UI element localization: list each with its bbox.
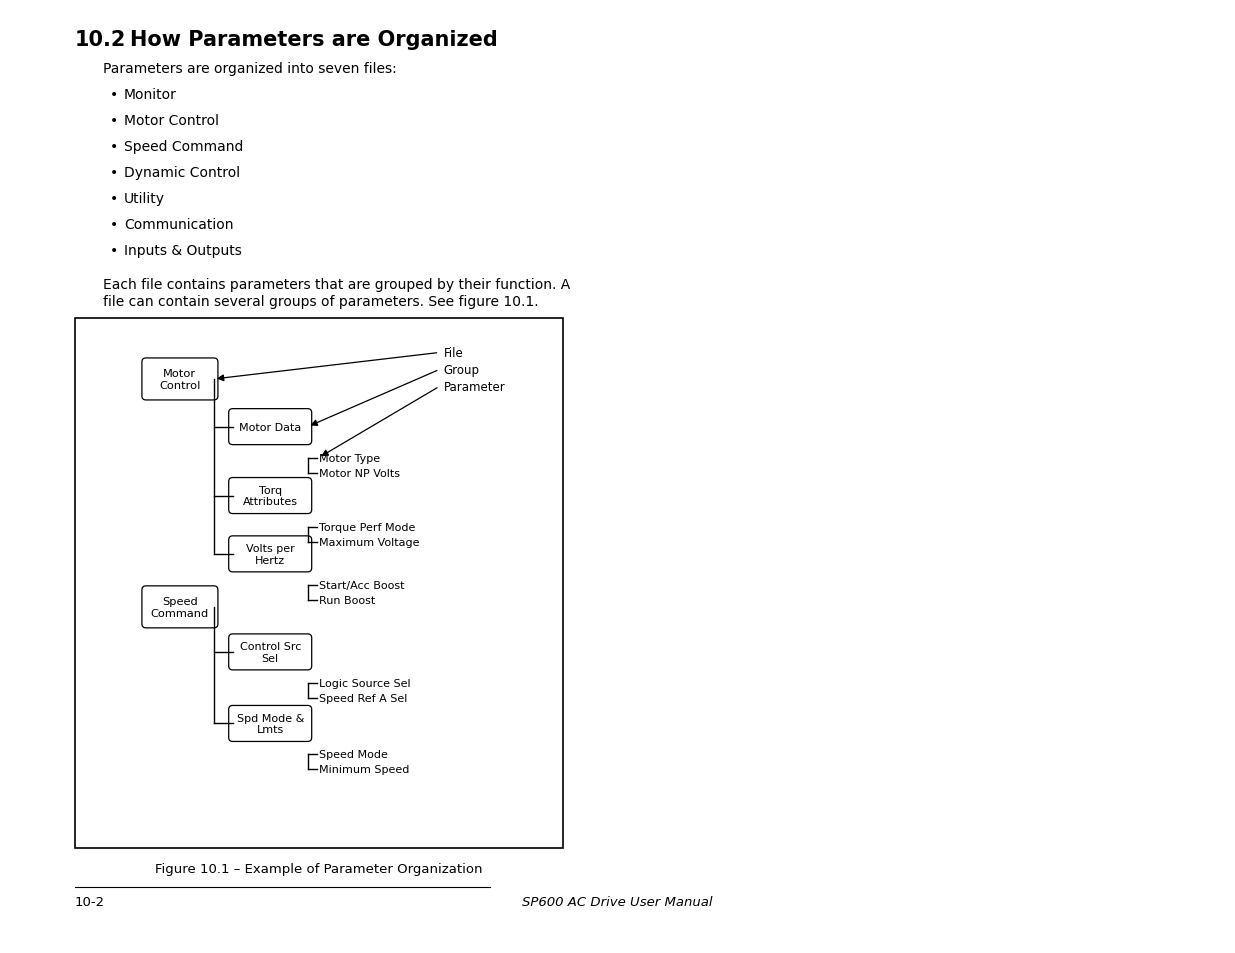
Text: Inputs & Outputs: Inputs & Outputs [124,244,242,257]
Text: Motor
Control: Motor Control [159,369,200,391]
Text: Motor NP Volts: Motor NP Volts [319,468,400,478]
Text: Volts per
Hertz: Volts per Hertz [246,543,295,565]
Text: •: • [110,166,119,180]
Text: How Parameters are Organized: How Parameters are Organized [130,30,498,50]
Text: Dynamic Control: Dynamic Control [124,166,240,180]
Text: Utility: Utility [124,192,165,206]
Text: Figure 10.1 – Example of Parameter Organization: Figure 10.1 – Example of Parameter Organ… [156,862,483,875]
Text: Start/Acc Boost: Start/Acc Boost [319,580,404,590]
Text: Parameter: Parameter [443,380,505,394]
Text: Speed Command: Speed Command [124,140,243,153]
Text: Torq
Attributes: Torq Attributes [243,485,298,507]
Text: Maximum Voltage: Maximum Voltage [319,537,419,547]
Text: •: • [110,218,119,232]
Text: File: File [443,347,463,359]
Text: Speed Ref A Sel: Speed Ref A Sel [319,693,408,703]
Text: Run Boost: Run Boost [319,596,375,605]
Text: •: • [110,140,119,153]
FancyBboxPatch shape [228,635,311,670]
FancyBboxPatch shape [142,358,217,400]
Text: Minimum Speed: Minimum Speed [319,764,409,775]
Text: Motor Control: Motor Control [124,113,219,128]
Text: Group: Group [443,363,479,376]
Text: file can contain several groups of parameters. See figure 10.1.: file can contain several groups of param… [103,294,538,309]
Text: Each file contains parameters that are grouped by their function. A: Each file contains parameters that are g… [103,277,571,292]
FancyBboxPatch shape [228,478,311,514]
Text: •: • [110,88,119,102]
FancyBboxPatch shape [228,409,311,445]
Text: Communication: Communication [124,218,233,232]
FancyBboxPatch shape [228,537,311,572]
Text: Control Src
Sel: Control Src Sel [240,641,301,663]
Text: Monitor: Monitor [124,88,177,102]
Text: Logic Source Sel: Logic Source Sel [319,679,410,688]
Text: 10-2: 10-2 [75,895,105,908]
Bar [75,318,563,848]
Text: SP600 AC Drive User Manual: SP600 AC Drive User Manual [521,895,713,908]
Text: Speed
Command: Speed Command [151,597,209,618]
Text: Motor Type: Motor Type [319,454,380,463]
Text: •: • [110,192,119,206]
Text: 10.2: 10.2 [75,30,126,50]
Text: Spd Mode &
Lmts: Spd Mode & Lmts [237,713,304,735]
FancyBboxPatch shape [228,706,311,741]
Text: Speed Mode: Speed Mode [319,750,388,760]
FancyBboxPatch shape [142,586,217,628]
Text: Torque Perf Mode: Torque Perf Mode [319,522,415,532]
Text: Parameters are organized into seven files:: Parameters are organized into seven file… [103,62,396,76]
Text: Motor Data: Motor Data [240,422,301,433]
Text: •: • [110,113,119,128]
Text: •: • [110,244,119,257]
